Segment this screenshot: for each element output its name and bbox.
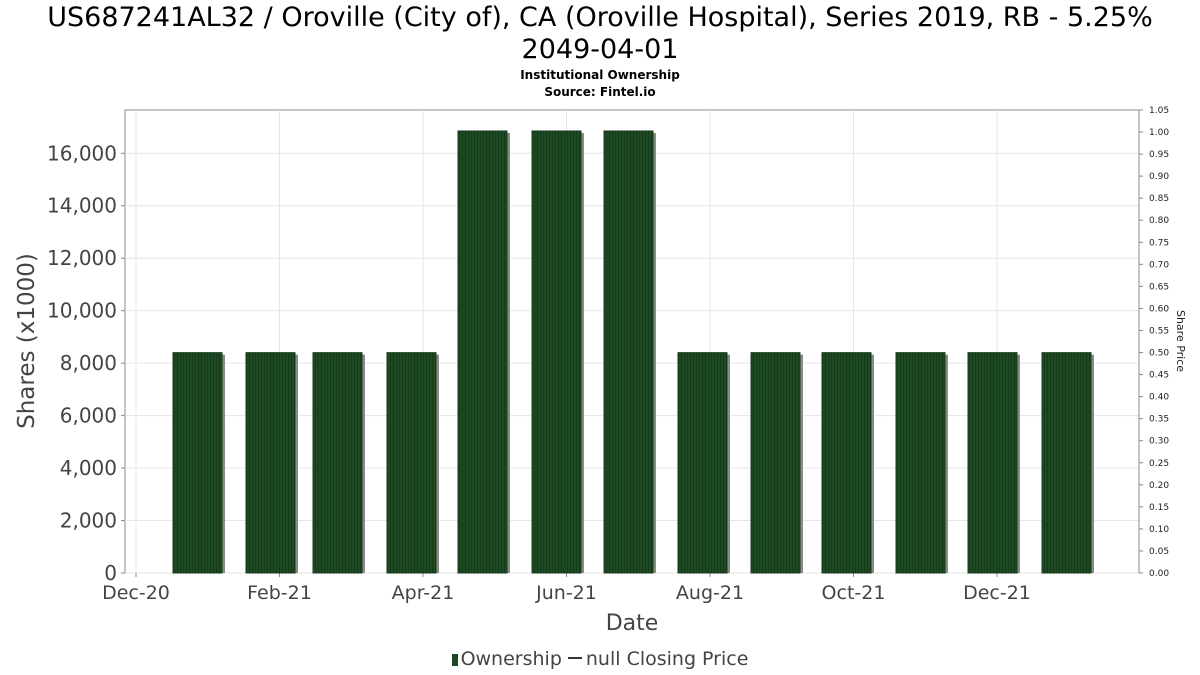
y2-tick-label: 0.15 xyxy=(1149,503,1169,513)
y-axis-label: Shares (x1000) xyxy=(14,253,40,429)
chart-title-line-2: 2049-04-01 xyxy=(521,34,679,65)
x-tick-label: Dec-20 xyxy=(102,582,170,604)
y2-tick-label: 0.45 xyxy=(1149,371,1169,381)
ownership-bar xyxy=(677,352,728,574)
y2-tick-label: 0.55 xyxy=(1149,326,1169,336)
y2-tick-label: 0.40 xyxy=(1149,393,1169,403)
y2-tick-label: 0.30 xyxy=(1149,437,1169,447)
y2-tick-label: 1.00 xyxy=(1149,128,1169,138)
ownership-bar xyxy=(1041,352,1092,574)
ownership-bar xyxy=(895,352,946,574)
ownership-bar xyxy=(531,130,582,574)
y-tick-label: 0 xyxy=(104,561,117,585)
chart-legend: Ownership null Closing Price xyxy=(0,648,1200,670)
y2-tick-label: 0.35 xyxy=(1149,415,1169,425)
x-tick-label: Apr-21 xyxy=(392,582,455,604)
y2-tick-label: 0.85 xyxy=(1149,194,1169,204)
y-tick-label: 6,000 xyxy=(60,404,117,428)
y-tick-label: 12,000 xyxy=(47,246,117,270)
ownership-legend-swatch xyxy=(451,654,458,666)
ownership-bar xyxy=(967,352,1018,574)
ownership-bar xyxy=(457,130,508,574)
y-tick-label: 8,000 xyxy=(60,351,117,375)
y2-tick-label: 0.00 xyxy=(1149,569,1169,579)
y-tick-label: 16,000 xyxy=(47,141,117,165)
y2-tick-label: 0.10 xyxy=(1149,525,1169,535)
closing-price-legend-line xyxy=(567,657,582,659)
y2-tick-label: 0.80 xyxy=(1149,216,1169,226)
x-axis-label: Date xyxy=(606,611,659,636)
ownership-bar xyxy=(312,352,363,574)
ownership-bar xyxy=(821,352,872,574)
legend-ownership-label: Ownership xyxy=(460,648,562,670)
y2-tick-label: 0.90 xyxy=(1149,172,1169,182)
y-tick-label: 14,000 xyxy=(47,194,117,218)
x-tick-label: Aug-21 xyxy=(676,582,744,604)
y2-axis-label: Share Price xyxy=(1174,310,1187,372)
y2-tick-label: 0.70 xyxy=(1149,260,1169,270)
y2-tick-label: 0.65 xyxy=(1149,282,1169,292)
chart-title-line-1: US687241AL32 / Oroville (City of), CA (O… xyxy=(47,2,1153,33)
ownership-bar xyxy=(245,352,296,574)
x-tick-label: Dec-21 xyxy=(963,582,1031,604)
ownership-bar xyxy=(386,352,437,574)
y2-tick-label: 0.50 xyxy=(1149,349,1169,359)
chart-subtitle: Institutional Ownership xyxy=(520,68,680,82)
chart-title: US687241AL32 / Oroville (City of), CA (O… xyxy=(0,2,1200,66)
chart-source: Source: Fintel.io xyxy=(544,85,656,99)
legend-closing-price-label: null Closing Price xyxy=(585,648,749,670)
ownership-bar xyxy=(750,352,801,574)
y2-tick-label: 1.05 xyxy=(1149,106,1169,116)
y2-tick-label: 0.75 xyxy=(1149,238,1169,248)
y2-tick-label: 0.05 xyxy=(1149,547,1169,557)
y-tick-label: 2,000 xyxy=(60,509,117,533)
x-tick-label: Feb-21 xyxy=(247,582,312,604)
y-tick-label: 10,000 xyxy=(47,299,117,323)
x-tick-label: Jun-21 xyxy=(535,582,597,604)
ownership-bar xyxy=(603,130,654,574)
y2-tick-label: 0.25 xyxy=(1149,459,1169,469)
ownership-bar xyxy=(172,352,223,574)
y2-tick-label: 0.95 xyxy=(1149,150,1169,160)
x-tick-label: Oct-21 xyxy=(822,582,886,604)
y2-tick-label: 0.20 xyxy=(1149,481,1169,491)
y-tick-label: 4,000 xyxy=(60,456,117,480)
y2-tick-label: 0.60 xyxy=(1149,304,1169,314)
